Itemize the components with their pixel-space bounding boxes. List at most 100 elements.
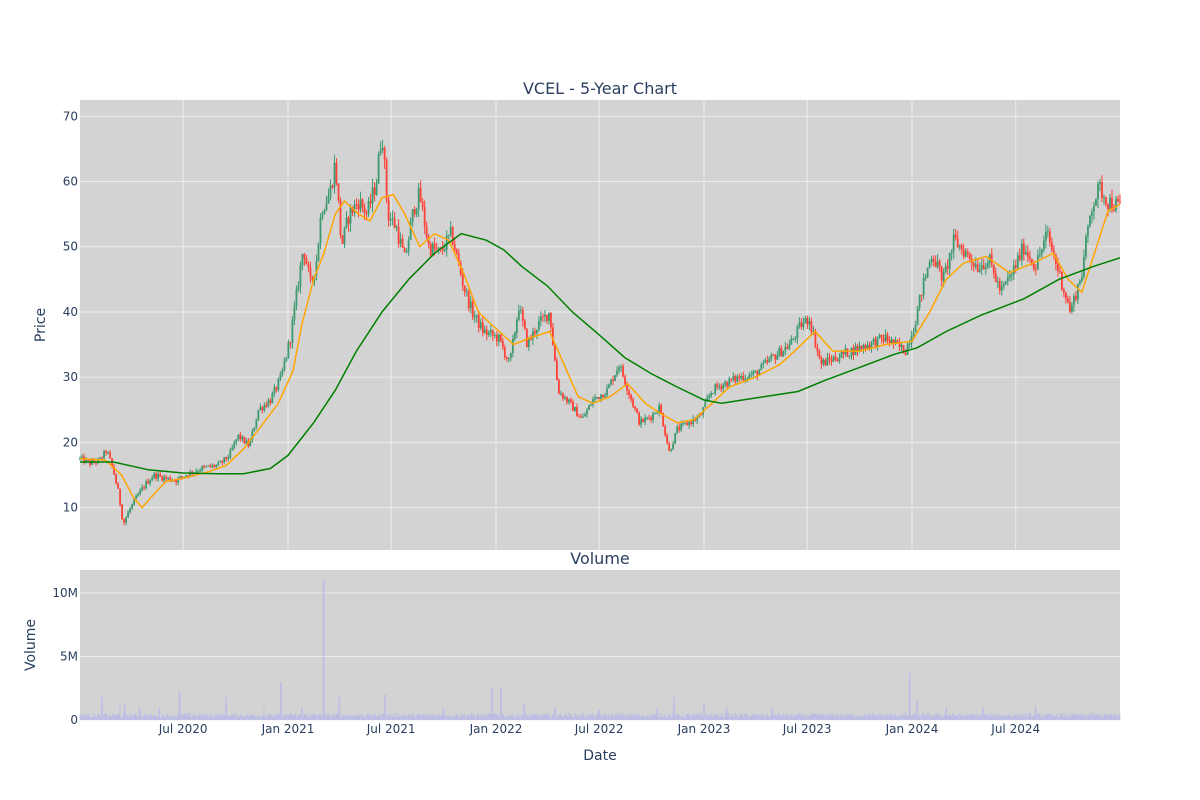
volume-bar: [570, 713, 572, 720]
candle: [566, 395, 568, 405]
volume-bar: [645, 715, 647, 720]
candle: [521, 306, 524, 327]
volume-bar: [861, 716, 863, 720]
volume-bar: [224, 715, 226, 720]
volume-bar: [668, 714, 670, 720]
volume-bar: [230, 714, 232, 720]
candle: [1119, 194, 1121, 204]
volume-bar: [921, 713, 923, 720]
volume-bar: [1086, 715, 1088, 720]
volume-bar: [515, 714, 517, 720]
volume-bar: [418, 713, 420, 720]
volume-bar: [973, 714, 975, 720]
volume-bar: [470, 713, 471, 720]
volume-bar: [914, 714, 916, 720]
candle: [501, 337, 504, 350]
volume-bar: [864, 716, 866, 720]
volume-bar: [116, 713, 117, 720]
volume-bar: [1101, 716, 1103, 720]
volume-bar: [330, 715, 331, 720]
x-tick-label: Jul 2022: [574, 722, 624, 736]
volume-bar: [511, 712, 513, 720]
volume-bar: [445, 716, 446, 720]
volume-bar: [219, 714, 221, 720]
volume-bar: [229, 716, 231, 720]
candle: [103, 449, 105, 461]
volume-bar: [186, 713, 187, 720]
volume-bar: [580, 716, 581, 720]
volume-bar: [232, 713, 234, 720]
volume-bar: [522, 715, 524, 720]
volume-bar: [719, 716, 720, 720]
candle: [654, 412, 657, 415]
candle: [1020, 239, 1023, 266]
candle: [1052, 245, 1055, 260]
volume-bar: [286, 715, 288, 720]
volume-bar: [1109, 714, 1111, 720]
volume-bar: [119, 700, 121, 720]
volume-bar: [457, 716, 459, 720]
volume-bar: [736, 715, 738, 720]
volume-bar: [316, 715, 317, 720]
volume-bar: [510, 715, 512, 720]
volume-bar: [167, 715, 169, 720]
volume-bar: [466, 716, 467, 720]
volume-bar: [950, 716, 952, 720]
volume-bar: [613, 716, 615, 720]
candle: [936, 254, 939, 269]
volume-bar: [451, 716, 452, 720]
candle: [377, 151, 380, 184]
volume-bar: [393, 713, 395, 720]
volume-bar: [355, 715, 356, 720]
volume-bar: [1053, 715, 1055, 720]
candle: [730, 378, 733, 383]
x-tick-label: Jul 2024: [990, 722, 1040, 736]
volume-bar: [776, 714, 778, 720]
volume-bar: [923, 713, 924, 720]
candle: [207, 465, 210, 467]
volume-bar: [1117, 716, 1118, 720]
volume-bar: [579, 715, 580, 720]
volume-bar: [779, 713, 780, 720]
candle: [560, 390, 562, 396]
volume-bar: [951, 716, 953, 720]
volume-bar: [306, 714, 308, 720]
volume-plot-area[interactable]: [80, 570, 1120, 720]
volume-bar: [565, 713, 566, 720]
candle: [211, 463, 214, 469]
candle: [918, 294, 921, 311]
volume-bar: [153, 715, 155, 720]
candle: [972, 261, 975, 272]
volume-bar: [206, 716, 207, 720]
volume-bar: [798, 713, 799, 720]
volume-bar: [528, 714, 530, 720]
volume-bar: [694, 714, 696, 720]
volume-bar: [189, 713, 191, 720]
volume-bar: [357, 715, 359, 720]
volume-bar: [1000, 715, 1002, 720]
volume-bar: [640, 716, 642, 720]
candle: [804, 315, 807, 324]
volume-bar: [315, 715, 316, 720]
candle: [509, 352, 512, 362]
volume-bar: [1033, 714, 1034, 720]
volume-bar: [611, 715, 613, 720]
volume-bar: [808, 716, 809, 720]
candle: [634, 405, 636, 412]
volume-bar: [421, 714, 423, 720]
volume-bar: [552, 715, 554, 720]
volume-bar: [173, 715, 175, 720]
candle: [938, 259, 941, 272]
volume-bar: [844, 716, 846, 720]
candle: [199, 467, 202, 473]
candle: [523, 318, 526, 331]
volume-bar: [966, 713, 968, 720]
candle: [1091, 208, 1093, 224]
volume-bar: [936, 714, 938, 720]
volume-bar: [709, 717, 710, 720]
volume-bar: [704, 717, 706, 720]
candle: [1038, 246, 1041, 258]
volume-bar: [741, 715, 743, 720]
price-plot-area[interactable]: [80, 100, 1120, 550]
volume-bar: [428, 716, 430, 720]
